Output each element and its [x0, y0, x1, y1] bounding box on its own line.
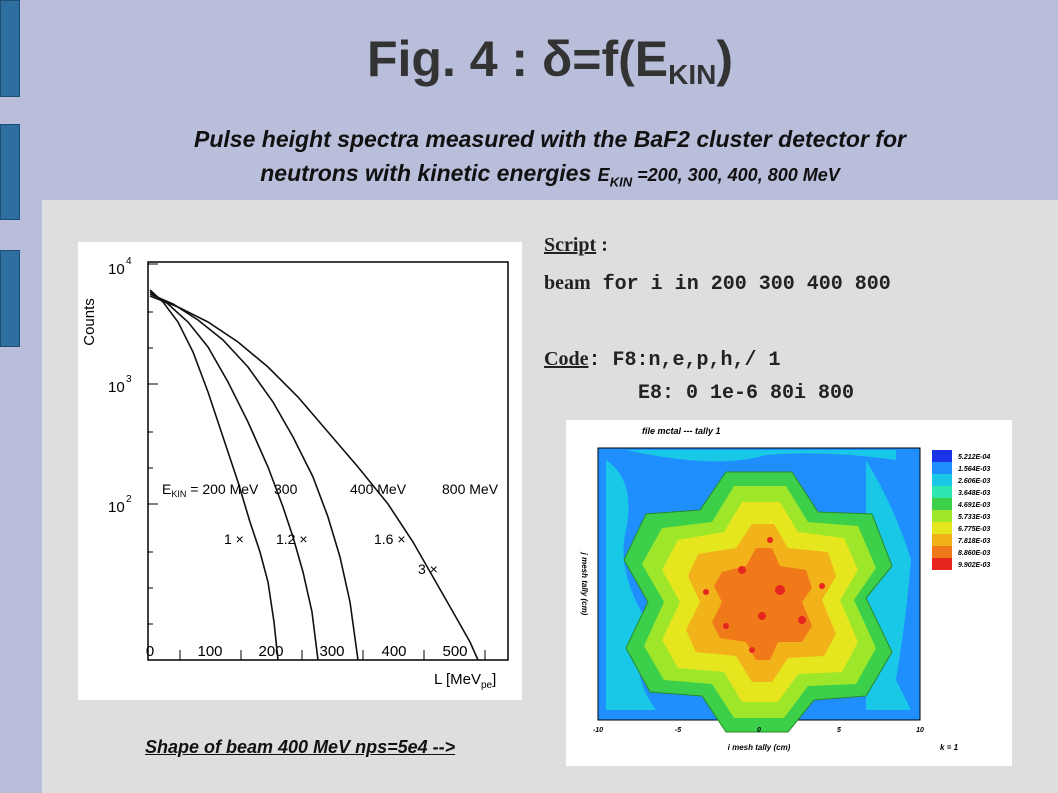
script-command: beam for i in 200 300 400 800	[544, 272, 891, 296]
beam-shape	[623, 471, 893, 733]
spectrum-curve-400mev	[149, 293, 359, 661]
mesh-x-label: i mesh tally (cm)	[728, 743, 791, 752]
legend-value: 3.648E-03	[958, 490, 990, 497]
spectrum-curve-800mev	[149, 295, 479, 661]
beam-shape-caption: Shape of beam 400 MeV nps=5e4 -->	[145, 737, 456, 757]
y-tick-exp: 2	[126, 494, 132, 505]
scale-label: 1 ×	[224, 531, 244, 547]
x-tick-label: 300	[319, 643, 344, 660]
mesh-y-label: j mesh tally (cm)	[580, 552, 589, 616]
legend-value: 5.733E-03	[958, 514, 990, 521]
slide-tab-1	[0, 0, 20, 97]
spectrum-curve-300mev	[149, 291, 319, 661]
spectrum-curve-200mev	[149, 289, 279, 661]
legend-swatch	[932, 474, 952, 486]
legend-swatch	[932, 486, 952, 498]
x-tick-label: 400	[381, 643, 406, 660]
legend-value: 9.902E-03	[958, 562, 990, 569]
legend-swatch	[932, 462, 952, 474]
code-line-2: E8: 0 1e-6 80i 800	[638, 382, 855, 405]
legend-swatch	[932, 522, 952, 534]
series-label-300mev: 300	[274, 481, 298, 497]
y-tick-label: 10	[108, 499, 125, 516]
legend-swatch	[932, 534, 952, 546]
series-label-400mev: 400 MeV	[350, 481, 407, 497]
mesh-k-label: k = 1	[940, 743, 959, 752]
slide-tab-3	[0, 250, 20, 347]
slide-title: Fig. 4 : δ=f(EKIN)	[366, 31, 734, 90]
series-label-800mev: 800 MeV	[442, 481, 499, 497]
scale-label: 1.6 ×	[374, 531, 406, 547]
x-axis-label: L [MeVpe]	[434, 671, 496, 691]
plot-frame	[147, 261, 509, 661]
y-axis-label: Counts	[81, 298, 98, 346]
scale-label: 1.2 ×	[276, 531, 308, 547]
mesh-x-tick: 10	[916, 727, 924, 734]
legend-value: 1.564E-03	[958, 466, 990, 473]
legend-swatch	[932, 450, 952, 462]
mesh-tally-plot: file mctal --- tally 1	[566, 420, 1012, 766]
slide-tab-2	[0, 124, 20, 220]
legend-value: 7.818E-03	[958, 538, 990, 545]
mesh-x-tick: 0	[757, 727, 761, 734]
x-tick-label: 200	[258, 643, 283, 660]
mesh-x-tick: -5	[675, 727, 681, 734]
y-tick-label: 10	[108, 261, 125, 278]
legend-value: 5.212E-04	[958, 454, 990, 461]
mesh-x-tick: -10	[593, 727, 603, 734]
y-tick-exp: 3	[126, 374, 132, 385]
legend-value: 4.691E-03	[957, 502, 990, 509]
series-label-200mev: EKIN = 200 MeV	[162, 481, 259, 499]
mesh-x-tick: 5	[837, 727, 841, 734]
scale-label: 3 ×	[418, 561, 438, 577]
legend-value: 6.775E-03	[958, 526, 990, 533]
code-line-1: Code: F8:n,e,p,h,/ 1	[544, 348, 781, 372]
x-tick-label: 500	[442, 643, 467, 660]
legend-value: 2.606E-03	[957, 478, 990, 485]
slide-header: Fig. 4 : δ=f(EKIN) Pulse height spectra …	[42, 0, 1058, 200]
mesh-header: file mctal --- tally 1	[642, 426, 721, 436]
mesh-legend: 5.212E-04 1.564E-03 2.606E-03 3.648E-03 …	[932, 450, 990, 570]
legend-swatch	[932, 546, 952, 558]
y-tick-exp: 4	[126, 256, 132, 267]
slide-subtitle: Pulse height spectra measured with the B…	[194, 126, 906, 190]
legend-swatch	[932, 510, 952, 522]
slide-content: Counts 10 4 10 3 10 2 0 100 200 300 400 …	[42, 200, 1058, 793]
x-tick-label: 100	[197, 643, 222, 660]
legend-value: 8.860E-03	[958, 550, 990, 557]
script-label: Script :	[544, 234, 608, 256]
x-tick-label: 0	[146, 643, 154, 660]
pulse-height-spectrum-plot: Counts 10 4 10 3 10 2 0 100 200 300 400 …	[78, 242, 522, 700]
y-tick-label: 10	[108, 379, 125, 396]
legend-swatch	[932, 498, 952, 510]
legend-swatch	[932, 558, 952, 570]
